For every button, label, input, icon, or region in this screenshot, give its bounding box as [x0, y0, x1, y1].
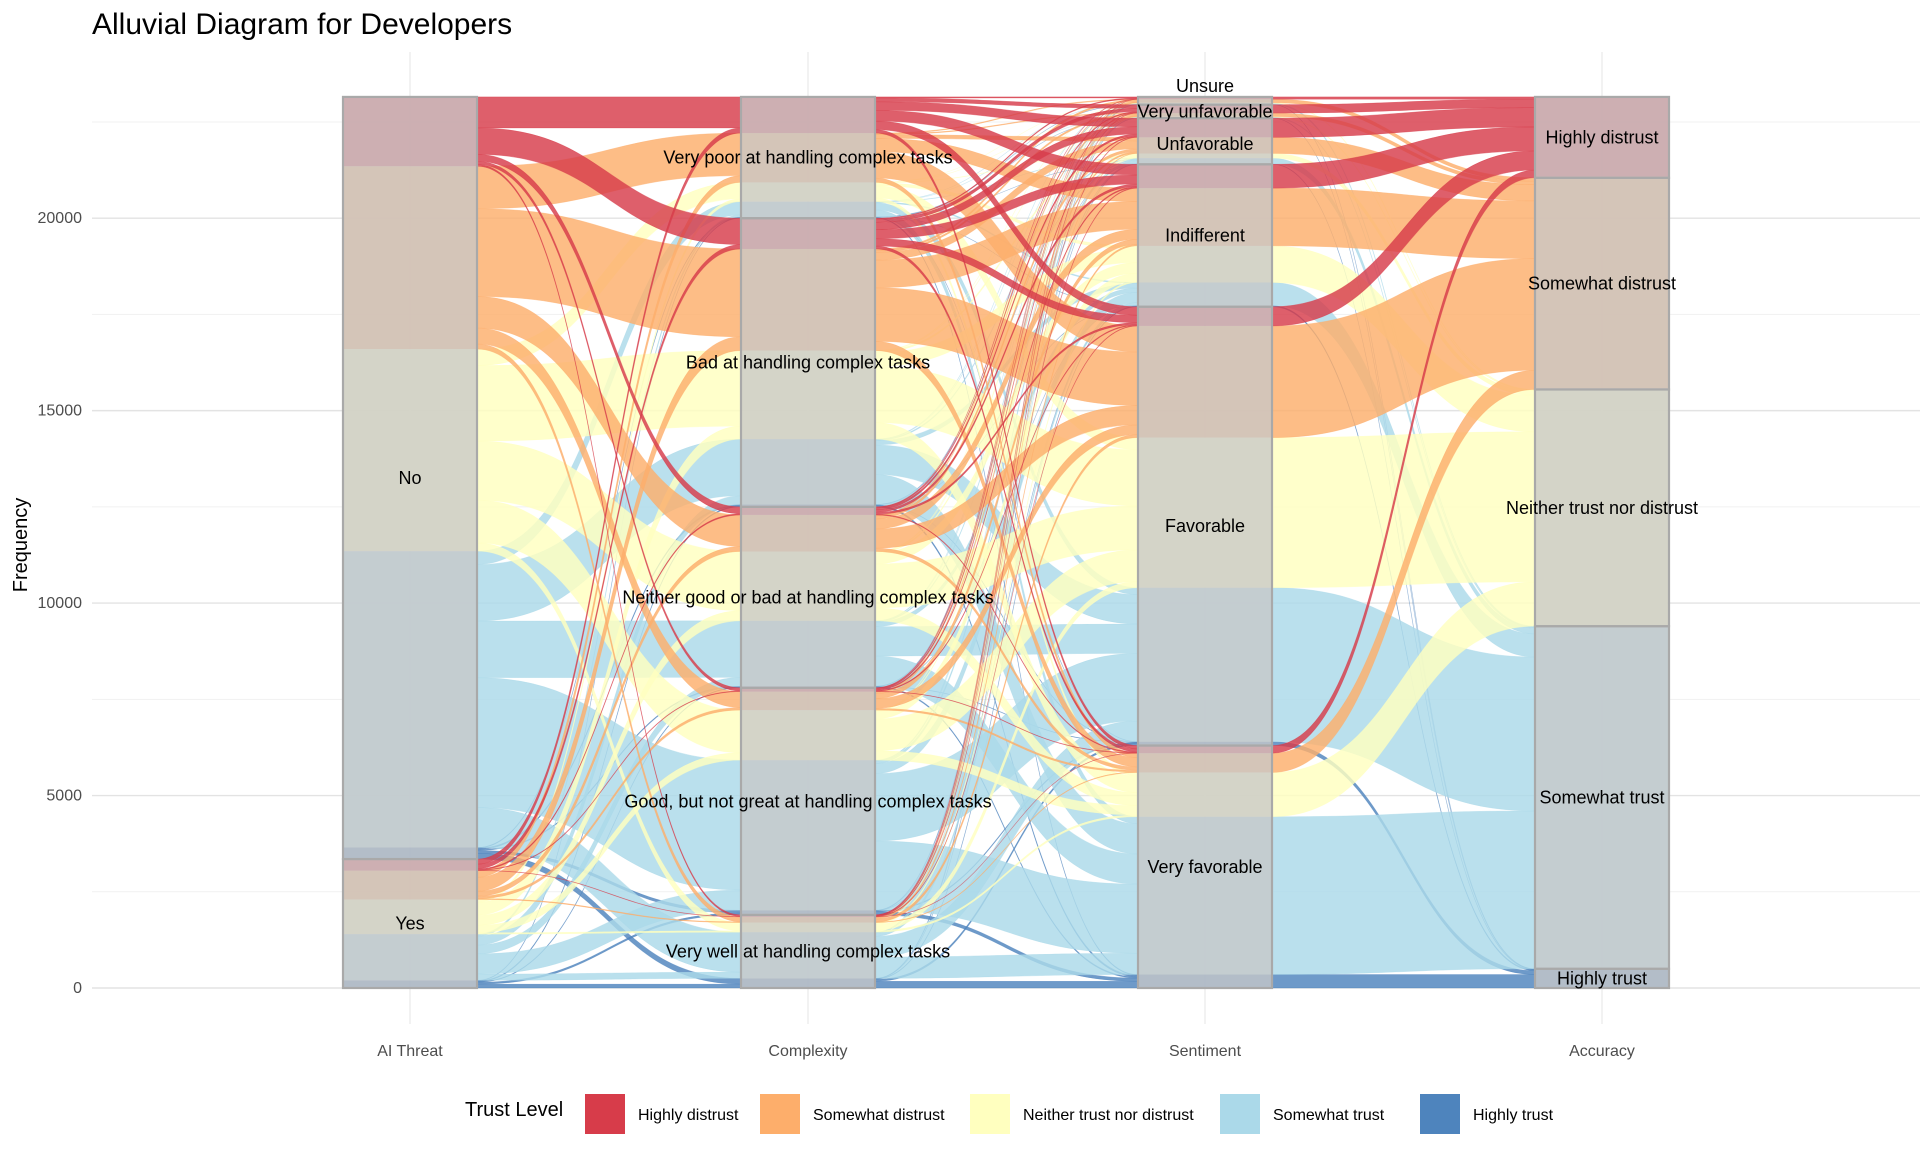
flow-highly-trust — [874, 980, 1139, 989]
legend-label-highly-distrust: Highly distrust — [638, 1107, 739, 1124]
legend-title: Trust Level — [465, 1099, 563, 1121]
legend-label-highly-trust: Highly trust — [1473, 1107, 1554, 1124]
flow-highly-distrust — [476, 96, 742, 129]
legend-swatch-highly-trust — [1420, 1094, 1460, 1134]
y-tick-label: 20000 — [38, 210, 83, 227]
alluvial-flows — [343, 96, 1669, 989]
y-tick-label: 15000 — [38, 403, 83, 420]
stratum-box-accuracy-highly-distrust — [1533, 95, 1671, 179]
stratum-box-ai-threat-no — [341, 95, 479, 861]
x-tick-label-complexity: Complexity — [768, 1043, 847, 1060]
stratum-box-complexity-very-poor-at-handling-complex-tasks — [739, 95, 877, 220]
x-tick-label-accuracy: Accuracy — [1569, 1043, 1635, 1060]
legend-items: Highly distrust Somewhat distrust Neither … — [585, 1094, 1554, 1134]
stratum-box-accuracy-somewhat-trust — [1533, 625, 1671, 970]
y-axis-title: Frequency — [10, 498, 32, 593]
flow-highly-distrust — [1271, 96, 1536, 100]
stratum-label-accuracy-highly-distrust: Highly distrust — [1545, 127, 1658, 147]
stratum-label-sentiment-very-favorable: Very favorable — [1147, 857, 1262, 877]
stratum-box-sentiment-very-favorable — [1136, 744, 1274, 990]
stratum-label-complexity-very-poor-at-handling-complex-tasks: Very poor at handling complex tasks — [663, 148, 952, 168]
legend-label-somewhat-trust: Somewhat trust — [1273, 1107, 1385, 1124]
legend-swatch-somewhat-distrust — [760, 1094, 800, 1134]
stratum-label-ai-threat-no: No — [398, 468, 421, 488]
stratum-box-complexity-bad-at-handling-complex-tasks — [739, 217, 877, 508]
stratum-label-complexity-good-but-not-great-at-handling-complex-tasks: Good, but not great at handling complex … — [624, 791, 991, 811]
x-tick-label-sentiment: Sentiment — [1169, 1043, 1242, 1060]
stratum-label-sentiment-indifferent: Indifferent — [1165, 225, 1245, 245]
stratum-box-sentiment-unsure — [1136, 95, 1274, 106]
legend-swatch-somewhat-trust — [1220, 1094, 1260, 1134]
stratum-box-sentiment-favorable — [1136, 305, 1274, 747]
stratum-box-complexity-neither-good-or-bad-at-handling-complex-tasks — [739, 505, 877, 689]
y-tick-label: 0 — [73, 980, 82, 997]
y-tick-label: 10000 — [38, 595, 83, 612]
stratum-box-sentiment-indifferent — [1136, 163, 1274, 308]
legend-swatch-neither-trust-nor-distrust — [970, 1094, 1010, 1134]
stratum-label-complexity-neither-good-or-bad-at-handling-complex-tasks: Neither good or bad at handling complex … — [622, 587, 993, 607]
stratum-label-accuracy-highly-trust: Highly trust — [1557, 968, 1647, 988]
legend-label-neither-trust-nor-distrust: Neither trust nor distrust — [1023, 1107, 1194, 1124]
stratum-box-accuracy-neither-trust-nor-distrust — [1533, 388, 1671, 628]
stratum-label-ai-threat-yes: Yes — [395, 914, 424, 934]
flow-highly-distrust — [874, 96, 1139, 99]
stratum-label-sentiment-unfavorable: Unfavorable — [1156, 134, 1253, 154]
stratum-label-sentiment-very-unfavorable: Very unfavorable — [1137, 101, 1272, 121]
legend-label-somewhat-distrust: Somewhat distrust — [813, 1107, 945, 1124]
stratum-label-complexity-very-well-at-handling-complex-tasks: Very well at handling complex tasks — [666, 941, 950, 961]
legend-swatch-highly-distrust — [585, 1094, 625, 1134]
stratum-label-complexity-bad-at-handling-complex-tasks: Bad at handling complex tasks — [686, 353, 930, 373]
stratum-box-sentiment-unfavorable — [1136, 116, 1274, 166]
flow-highly-trust — [476, 983, 742, 989]
stratum-labels: Yes No Very well at handling complex tasks… — [395, 76, 1698, 989]
flow-somewhat-trust — [1271, 810, 1536, 975]
stratum-box-accuracy-somewhat-distrust — [1533, 176, 1671, 391]
stratum-label-accuracy-somewhat-trust: Somewhat trust — [1539, 787, 1664, 807]
flow-highly-trust — [1271, 974, 1536, 989]
y-tick-label: 5000 — [46, 788, 82, 805]
stratum-box-complexity-very-well-at-handling-complex-tasks — [739, 913, 877, 990]
stratum-box-complexity-good-but-not-great-at-handling-complex-tasks — [739, 686, 877, 916]
chart-title: Alluvial Diagram for Developers — [92, 8, 512, 41]
x-tick-label-ai-threat: AI Threat — [377, 1043, 443, 1060]
legend: Trust Level Highly distrust Somewhat dist… — [465, 1094, 1554, 1134]
x-axis: AI Threat Complexity Sentiment Accuracy — [377, 1043, 1635, 1060]
stratum-label-sentiment-favorable: Favorable — [1165, 516, 1245, 536]
y-axis: 0 5000 10000 15000 20000 — [38, 210, 83, 997]
stratum-label-sentiment-unsure: Unsure — [1176, 76, 1234, 96]
stratum-label-accuracy-neither-trust-nor-distrust: Neither trust nor distrust — [1506, 498, 1698, 518]
strata-boxes — [341, 95, 1671, 990]
stratum-label-accuracy-somewhat-distrust: Somewhat distrust — [1528, 274, 1676, 294]
